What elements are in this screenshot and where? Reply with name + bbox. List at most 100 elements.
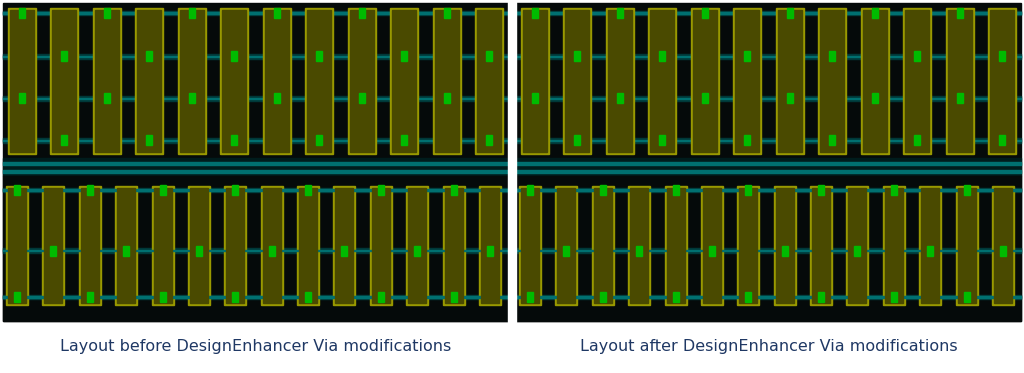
Bar	[401, 135, 408, 145]
Bar	[847, 186, 868, 305]
Bar	[14, 185, 20, 195]
Bar	[3, 295, 508, 300]
Bar	[305, 185, 311, 195]
Bar	[3, 11, 508, 15]
Bar	[737, 186, 760, 305]
Bar	[8, 8, 36, 154]
Bar	[992, 186, 1014, 305]
Bar	[739, 188, 758, 303]
Bar	[44, 188, 62, 303]
Bar	[442, 186, 465, 305]
Bar	[486, 51, 492, 62]
Bar	[222, 10, 247, 151]
Bar	[891, 292, 897, 302]
Bar	[516, 158, 1021, 176]
Bar	[563, 246, 569, 256]
Bar	[810, 186, 833, 305]
Bar	[146, 51, 153, 62]
Bar	[305, 292, 311, 302]
Bar	[516, 189, 1021, 191]
Bar	[988, 8, 1016, 154]
Bar	[516, 162, 1021, 165]
Bar	[891, 185, 897, 195]
Bar	[477, 10, 501, 151]
Bar	[6, 186, 28, 305]
Bar	[231, 51, 238, 62]
Bar	[3, 176, 508, 321]
Text: Layout before DesignEnhancer Via modifications: Layout before DesignEnhancer Via modific…	[59, 339, 452, 354]
Bar	[3, 98, 508, 99]
Bar	[334, 186, 355, 305]
Bar	[475, 8, 503, 154]
Bar	[818, 292, 824, 302]
Bar	[316, 51, 323, 62]
Bar	[232, 185, 239, 195]
Bar	[945, 8, 974, 154]
Bar	[516, 96, 1021, 101]
Bar	[8, 188, 26, 303]
Bar	[516, 250, 1021, 251]
Bar	[409, 188, 426, 303]
Bar	[616, 8, 623, 18]
Bar	[93, 8, 121, 154]
Bar	[481, 188, 499, 303]
Bar	[52, 10, 77, 151]
Bar	[990, 10, 1014, 151]
Bar	[964, 292, 970, 302]
Bar	[137, 10, 162, 151]
Bar	[563, 8, 592, 154]
Bar	[231, 135, 238, 145]
Bar	[19, 8, 25, 18]
Bar	[600, 185, 606, 195]
Bar	[232, 292, 239, 302]
Bar	[358, 93, 365, 103]
Bar	[3, 140, 508, 141]
Bar	[516, 170, 1021, 173]
Bar	[226, 188, 245, 303]
Bar	[829, 51, 836, 62]
Bar	[871, 93, 878, 103]
Bar	[693, 10, 717, 151]
Bar	[516, 295, 1021, 300]
Bar	[152, 186, 173, 305]
Bar	[3, 248, 508, 253]
Bar	[774, 186, 796, 305]
Bar	[79, 186, 100, 305]
Bar	[1000, 246, 1006, 256]
Bar	[574, 51, 581, 62]
Bar	[516, 297, 1021, 298]
Bar	[709, 246, 715, 256]
Bar	[3, 96, 508, 101]
Bar	[673, 185, 679, 195]
Bar	[443, 8, 450, 18]
Bar	[3, 189, 508, 191]
Bar	[3, 162, 508, 165]
Bar	[81, 188, 98, 303]
Bar	[820, 10, 844, 151]
Bar	[432, 8, 461, 154]
Bar	[606, 8, 634, 154]
Bar	[178, 8, 206, 154]
Bar	[516, 188, 1021, 192]
Bar	[665, 186, 686, 305]
Bar	[555, 186, 578, 305]
Bar	[61, 135, 68, 145]
Bar	[378, 292, 384, 302]
Bar	[860, 8, 889, 154]
Bar	[224, 186, 247, 305]
Bar	[701, 8, 708, 18]
Bar	[146, 135, 153, 145]
Bar	[922, 188, 939, 303]
Bar	[19, 93, 25, 103]
Bar	[818, 8, 846, 154]
Bar	[50, 246, 56, 256]
Bar	[3, 138, 508, 142]
Bar	[390, 8, 418, 154]
Bar	[3, 56, 508, 57]
Bar	[574, 135, 581, 145]
Bar	[744, 51, 751, 62]
Bar	[407, 186, 428, 305]
Bar	[745, 185, 752, 195]
Bar	[3, 158, 508, 176]
Bar	[3, 250, 508, 251]
